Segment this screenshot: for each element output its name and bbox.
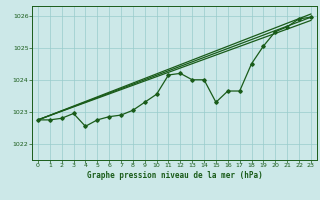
X-axis label: Graphe pression niveau de la mer (hPa): Graphe pression niveau de la mer (hPa) [86,171,262,180]
